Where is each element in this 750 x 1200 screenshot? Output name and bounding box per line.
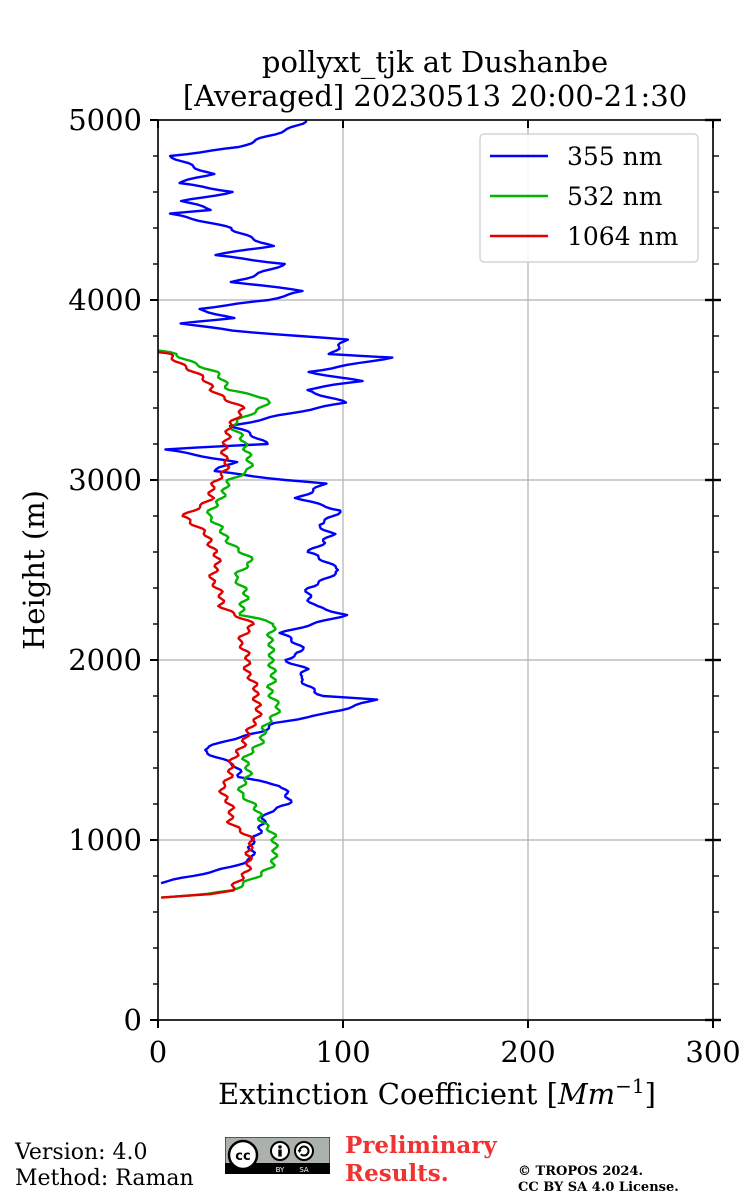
preliminary-line1: Preliminary bbox=[345, 1132, 497, 1159]
legend-label: 355 nm bbox=[567, 142, 663, 171]
copyright-line2: CC BY SA 4.0 License. bbox=[518, 1180, 679, 1195]
preliminary-line2: Results. bbox=[345, 1160, 449, 1187]
plot-frame bbox=[157, 119, 714, 1021]
copyright-line1: © TROPOS 2024. bbox=[518, 1164, 644, 1179]
preliminary-results-notice: Preliminary Results. bbox=[345, 1132, 497, 1188]
svg-text:cc: cc bbox=[235, 1149, 250, 1164]
cc-icon bbox=[227, 1139, 259, 1171]
x-axis-label: Extinction Coefficient [Mm−1] bbox=[218, 1074, 656, 1111]
version-text: Version: 4.0 bbox=[15, 1140, 148, 1165]
series-line-532-nm bbox=[157, 349, 281, 899]
legend-box bbox=[479, 133, 699, 263]
legend: 355 nm 532 nm 1064 nm bbox=[479, 133, 699, 263]
series-line-1064-nm bbox=[157, 351, 263, 899]
x-tick-label: 300 bbox=[685, 1035, 740, 1069]
sa-icon bbox=[294, 1141, 314, 1161]
legend-label: 532 nm bbox=[567, 182, 663, 211]
y-axis-label: Height (m) bbox=[17, 490, 51, 650]
y-tick-label: 4000 bbox=[68, 283, 142, 317]
legend-label: 1064 nm bbox=[567, 222, 679, 251]
method-text: Method: Raman bbox=[15, 1166, 194, 1191]
copyright-notice: © TROPOS 2024. CC BY SA 4.0 License. bbox=[518, 1164, 679, 1196]
y-tick-label: 3000 bbox=[68, 463, 142, 497]
y-tick-label: 0 bbox=[124, 1003, 142, 1037]
by-label: BY bbox=[276, 1166, 285, 1174]
series-lines bbox=[157, 120, 394, 899]
series-line-355-nm bbox=[160, 120, 394, 885]
chart-subtitle: [Averaged] 20230513 20:00-21:30 bbox=[183, 79, 687, 113]
y-tick-label: 1000 bbox=[68, 823, 142, 857]
x-tick-label: 100 bbox=[315, 1035, 370, 1069]
y-tick-label: 5000 bbox=[68, 103, 142, 137]
sa-label: SA bbox=[299, 1166, 309, 1174]
chart-title: pollyxt_tjk at Dushanbe bbox=[262, 45, 608, 80]
y-tick-label: 2000 bbox=[68, 643, 142, 677]
x-tick-label: 200 bbox=[500, 1035, 555, 1069]
cc-by-sa-logo: cc BY SA bbox=[225, 1137, 330, 1174]
x-tick-label: 0 bbox=[149, 1035, 167, 1069]
